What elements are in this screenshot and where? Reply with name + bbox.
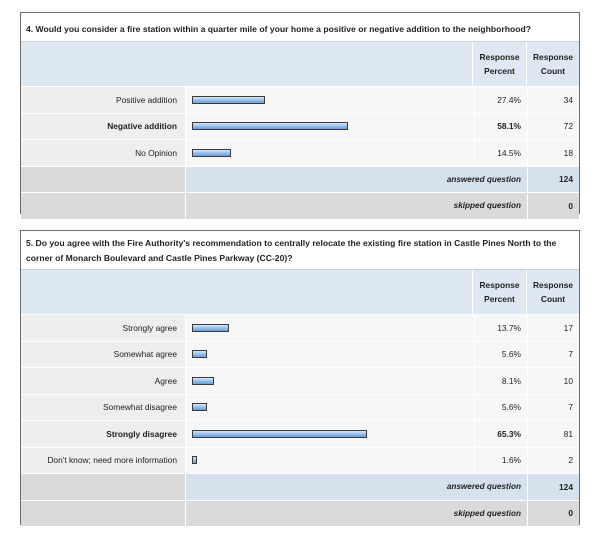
response-count: 17 xyxy=(527,315,579,341)
bar-cell xyxy=(185,394,474,420)
response-count: 2 xyxy=(527,447,579,473)
response-percent: 5.6% xyxy=(474,341,527,367)
answer-label: Somewhat agree xyxy=(113,349,177,360)
skipped-question-row: skipped question 0 xyxy=(21,499,579,526)
answer-label: Strongly agree xyxy=(122,322,177,333)
skipped-question-label: skipped question xyxy=(185,500,527,526)
answered-question-label: answered question xyxy=(185,474,527,500)
answer-row: Somewhat agree 5.6% 7 xyxy=(21,340,579,367)
response-count: 10 xyxy=(527,368,579,394)
response-count: 7 xyxy=(527,341,579,367)
bar-cell xyxy=(185,421,474,447)
response-count: 18 xyxy=(527,140,579,166)
skipped-question-value: 0 xyxy=(527,193,579,219)
answer-row: Strongly disagree 65.3% 81 xyxy=(21,420,579,447)
bar-cell xyxy=(185,341,474,367)
question-5-rows: Strongly agree 13.7% 17 Somewhat agree 5.6% 7… xyxy=(21,314,579,473)
bar-cell xyxy=(185,447,474,473)
question-4-panel: 4. Would you consider a fire station wit… xyxy=(20,12,580,219)
response-count: 72 xyxy=(527,113,579,139)
answer-row: Somewhat disagree 5.6% 7 xyxy=(21,393,579,420)
response-count: 81 xyxy=(527,421,579,447)
answer-label: Don't know; need more information xyxy=(47,455,177,466)
response-percent: 1.6% xyxy=(474,447,527,473)
answer-row: Agree 8.1% 10 xyxy=(21,367,579,394)
response-bar xyxy=(192,350,207,359)
response-bar xyxy=(192,429,367,438)
response-bar xyxy=(192,122,348,131)
answer-label: No Opinion xyxy=(135,147,177,158)
answer-row: Negative addition 58.1% 72 xyxy=(21,112,579,139)
answer-row: Strongly agree 13.7% 17 xyxy=(21,314,579,341)
answered-question-row: answered question 124 xyxy=(21,473,579,500)
bar-cell xyxy=(185,113,474,139)
response-count: 34 xyxy=(527,87,579,113)
response-bar xyxy=(192,376,214,385)
response-count-header: Response Count xyxy=(526,42,579,86)
response-count-header: Response Count xyxy=(526,270,579,314)
response-bar xyxy=(192,456,197,465)
answered-question-row: answered question 124 xyxy=(21,165,579,192)
answer-row: Don't know; need more information 1.6% 2 xyxy=(21,446,579,473)
response-percent: 5.6% xyxy=(474,394,527,420)
bar-cell xyxy=(185,368,474,394)
answered-question-label: answered question xyxy=(185,166,527,192)
response-bar xyxy=(192,403,207,412)
response-percent: 58.1% xyxy=(474,113,527,139)
answered-question-value: 124 xyxy=(527,166,579,192)
answer-label: Positive addition xyxy=(116,94,177,105)
question-4-title: 4. Would you consider a fire station wit… xyxy=(26,24,532,34)
question-5-panel: 5. Do you agree with the Fire Authority'… xyxy=(20,230,580,526)
bar-cell xyxy=(185,315,474,341)
response-percent: 14.5% xyxy=(474,140,527,166)
response-bar xyxy=(192,323,229,332)
answer-label: Negative addition xyxy=(107,121,177,132)
response-bar xyxy=(192,95,265,104)
skipped-question-value: 0 xyxy=(527,500,579,526)
response-percent: 65.3% xyxy=(474,421,527,447)
answer-row: Positive addition 27.4% 34 xyxy=(21,86,579,113)
bar-cell xyxy=(185,87,474,113)
response-percent-header: Response Percent xyxy=(472,42,526,86)
response-bar xyxy=(192,148,231,157)
question-4-header: Response Percent Response Count xyxy=(21,41,579,86)
bar-cell xyxy=(185,140,474,166)
response-percent: 27.4% xyxy=(474,87,527,113)
answer-label: Somewhat disagree xyxy=(102,402,177,413)
response-percent: 13.7% xyxy=(474,315,527,341)
question-5-header: Response Percent Response Count xyxy=(21,269,579,314)
answer-row: No Opinion 14.5% 18 xyxy=(21,139,579,166)
answer-label: Strongly disagree xyxy=(106,428,177,439)
answer-label: Agree xyxy=(154,375,177,386)
skipped-question-label: skipped question xyxy=(185,193,527,219)
response-percent-header: Response Percent xyxy=(472,270,526,314)
response-percent: 8.1% xyxy=(474,368,527,394)
question-4-rows: Positive addition 27.4% 34 Negative additio… xyxy=(21,86,579,166)
skipped-question-row: skipped question 0 xyxy=(21,192,579,219)
question-5-title: 5. Do you agree with the Fire Authority'… xyxy=(26,238,557,263)
response-count: 7 xyxy=(527,394,579,420)
answered-question-value: 124 xyxy=(527,474,579,500)
